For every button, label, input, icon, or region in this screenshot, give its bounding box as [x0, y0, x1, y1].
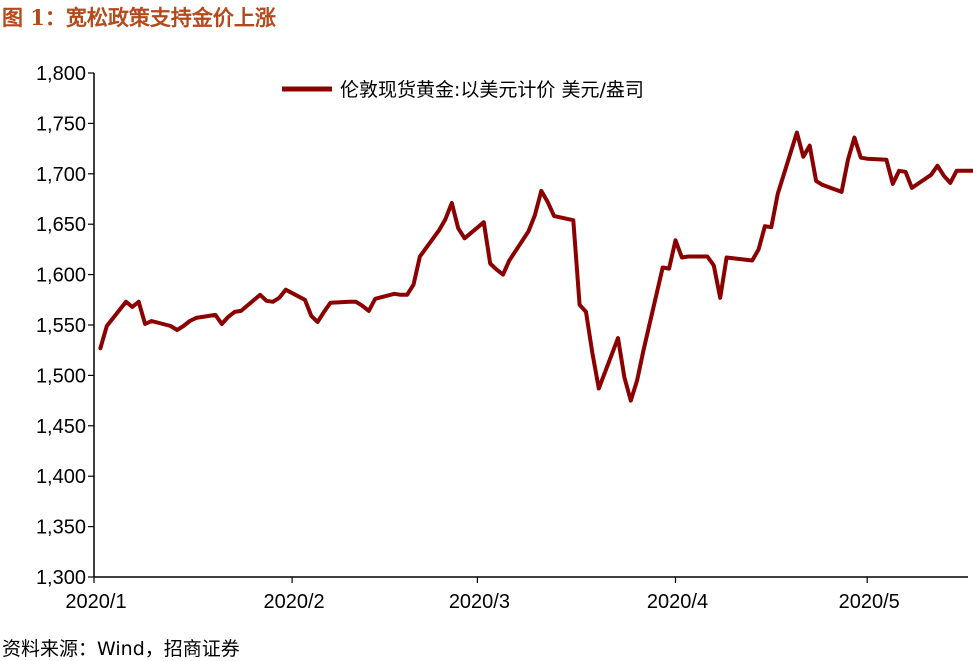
series-layer: [98, 130, 973, 403]
legend-label: 伦敦现货黄金:以美元计价 美元/盎司: [340, 79, 644, 101]
y-tick-label: 1,300: [36, 567, 86, 589]
series-line-gold-spot: [98, 130, 973, 403]
y-tick-label: 1,600: [36, 265, 86, 287]
y-tick-label: 1,750: [36, 113, 86, 135]
y-tick-label: 1,450: [36, 416, 86, 438]
y-tick-label: 1,500: [36, 365, 86, 387]
x-tick-label: 2020/4: [647, 591, 708, 613]
y-tick-label: 1,350: [36, 517, 86, 539]
y-tick-label: 1,400: [36, 466, 86, 488]
x-axis-ticks: 2020/1 2020/2 2020/3 2020/4 2020/5: [65, 577, 900, 613]
legend: 伦敦现货黄金:以美元计价 美元/盎司: [282, 79, 644, 101]
figure-title: 图 1：宽松政策支持金价上涨: [2, 5, 276, 30]
y-tick-label: 1,550: [36, 315, 86, 337]
y-axis-ticks: 1,300 1,350 1,400 1,450 1,500 1,550 1,600 1,650…: [36, 63, 94, 589]
chart-axes: [93, 73, 968, 578]
y-tick-label: 1,700: [36, 164, 86, 186]
x-tick-label: 2020/5: [839, 591, 900, 613]
x-tick-label: 2020/2: [264, 591, 325, 613]
y-tick-label: 1,800: [36, 63, 86, 85]
x-tick-label: 2020/3: [449, 591, 510, 613]
source-note: 资料来源：Wind，招商证券: [2, 638, 240, 660]
x-tick-label: 2020/1: [65, 591, 126, 613]
y-tick-label: 1,650: [36, 214, 86, 236]
